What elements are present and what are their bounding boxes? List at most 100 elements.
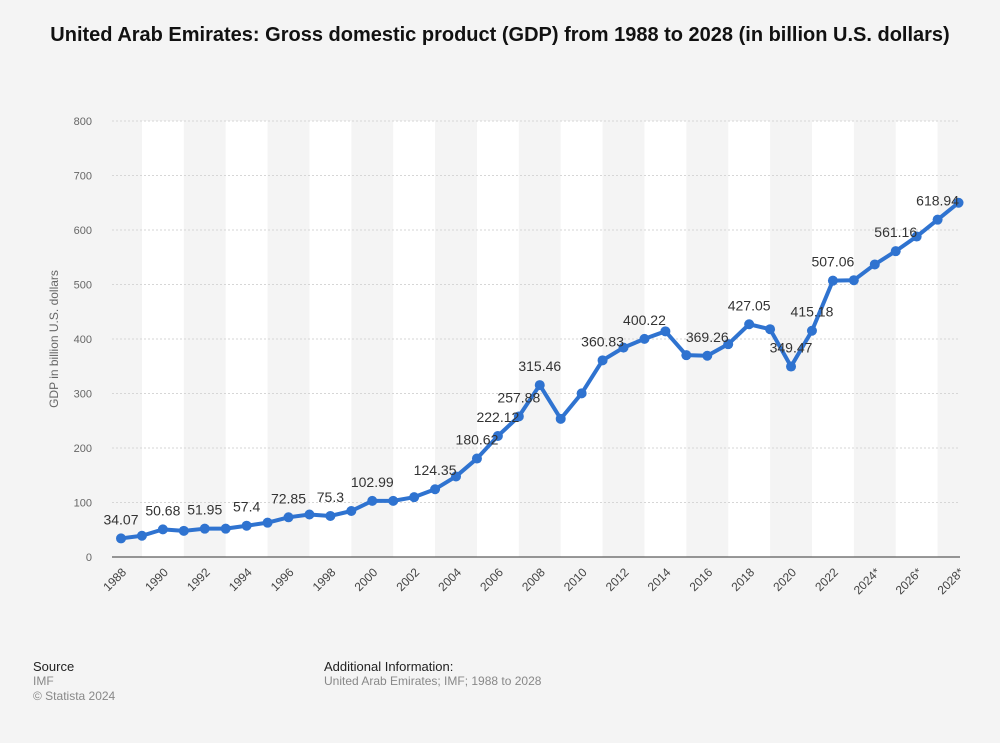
data-point (806, 325, 817, 336)
data-point (430, 484, 441, 495)
y-tick-label: 400 (74, 334, 92, 346)
data-label: 57.4 (233, 499, 260, 515)
data-label: 50.68 (145, 502, 180, 518)
copyright-text: © Statista 2024 (33, 689, 116, 703)
data-point (639, 333, 650, 344)
data-point (136, 530, 147, 541)
data-point (786, 361, 797, 372)
data-label: 415.18 (791, 304, 834, 320)
data-label: 369.26 (686, 329, 729, 345)
data-point (388, 495, 399, 506)
data-point (451, 471, 462, 482)
x-tick-label: 2016 (687, 565, 716, 594)
data-label: 51.95 (187, 502, 222, 518)
data-point (262, 517, 273, 528)
data-point (178, 525, 189, 536)
data-label: 400.22 (623, 312, 666, 328)
x-tick-label: 1998 (310, 565, 339, 594)
data-point (681, 350, 692, 361)
y-axis-title: GDP in billion U.S. dollars (47, 270, 61, 408)
x-tick-label: 2004 (435, 565, 464, 594)
data-label: 75.3 (317, 489, 344, 505)
data-point (744, 319, 755, 330)
data-label: 102.99 (351, 474, 394, 490)
y-tick-label: 200 (74, 443, 92, 455)
data-point (409, 492, 420, 503)
data-point (325, 510, 336, 521)
additional-info-block: Additional Information: United Arab Emir… (324, 659, 541, 689)
x-tick-label: 2000 (352, 565, 381, 594)
data-point (660, 326, 671, 337)
data-point (848, 275, 859, 286)
data-point (283, 512, 294, 523)
data-point (932, 214, 943, 225)
x-tick-label: 2020 (770, 565, 799, 594)
x-tick-label: 1990 (142, 565, 171, 594)
data-label: 180.62 (456, 432, 499, 448)
x-tick-label: 1992 (184, 565, 213, 594)
data-label: 72.85 (271, 490, 306, 506)
data-point (199, 523, 210, 534)
y-tick-label: 500 (74, 280, 92, 292)
data-label: 34.07 (103, 511, 138, 527)
data-label: 222.12 (476, 409, 519, 425)
data-point (513, 411, 524, 422)
x-tick-label: 2018 (728, 565, 757, 594)
x-tick-label: 2012 (603, 565, 632, 594)
x-tick-label: 1996 (268, 565, 297, 594)
data-label: 349.47 (770, 340, 813, 356)
data-point (702, 350, 713, 361)
x-tick-label: 1988 (100, 565, 129, 594)
x-tick-label: 2006 (477, 565, 506, 594)
y-tick-label: 800 (74, 116, 92, 128)
data-point (367, 495, 378, 506)
y-tick-label: 600 (74, 225, 92, 237)
data-point (827, 275, 838, 286)
chart-title: United Arab Emirates: Gross domestic pro… (50, 24, 950, 46)
data-point (911, 231, 922, 242)
x-tick-label: 2028* (935, 565, 967, 597)
x-tick-label: 2002 (393, 565, 422, 594)
y-tick-label: 0 (86, 552, 92, 564)
source-block: Source IMF © Statista 2024 (33, 659, 115, 704)
data-label: 257.88 (497, 389, 540, 405)
x-tick-label: 2026* (893, 565, 925, 597)
data-point (346, 506, 357, 517)
data-label: 360.83 (581, 333, 624, 349)
data-point (765, 324, 776, 335)
data-point (157, 524, 168, 535)
additional-info-heading: Additional Information: (324, 659, 454, 674)
x-tick-label: 2024* (851, 565, 883, 597)
data-point (304, 509, 315, 520)
data-point (471, 453, 482, 464)
data-point (576, 388, 587, 399)
data-label: 561.16 (874, 224, 917, 240)
x-tick-label: 2010 (561, 565, 590, 594)
data-point (597, 355, 608, 366)
data-label: 315.46 (518, 358, 561, 374)
data-label: 124.35 (414, 462, 457, 478)
y-tick-label: 700 (74, 171, 92, 183)
data-point (534, 380, 545, 391)
data-point (618, 342, 629, 353)
data-point (869, 259, 880, 270)
additional-info-text: United Arab Emirates; IMF; 1988 to 2028 (324, 674, 542, 688)
data-point (116, 533, 126, 544)
data-point (555, 413, 566, 424)
source-heading: Source (33, 659, 75, 674)
data-point (953, 197, 964, 208)
x-tick-label: 2014 (645, 565, 674, 594)
data-point (492, 430, 503, 441)
x-tick-label: 1994 (226, 565, 255, 594)
x-tick-label: 2008 (519, 565, 548, 594)
source-name: IMF (33, 674, 54, 688)
data-point (241, 520, 252, 531)
y-tick-label: 300 (74, 389, 92, 401)
y-tick-label: 100 (74, 498, 92, 510)
data-point (220, 523, 231, 534)
x-tick-label: 2022 (812, 565, 841, 594)
data-label: 427.05 (728, 297, 771, 313)
data-label: 507.06 (811, 254, 854, 270)
data-point (723, 339, 734, 350)
